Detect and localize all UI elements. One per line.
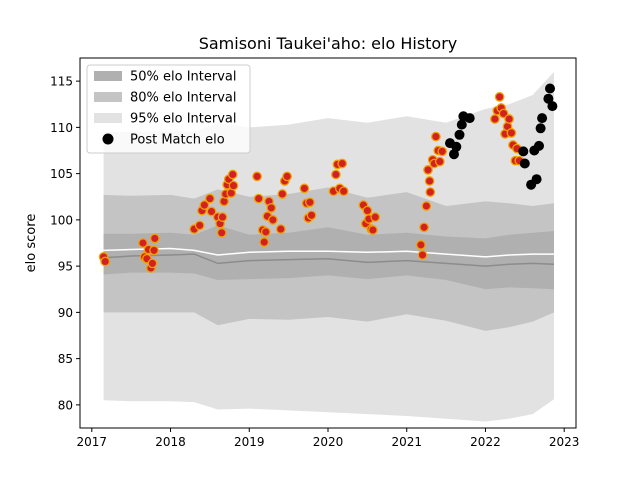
legend: 50% elo Interval 80% elo Interval 95% el…: [86, 64, 251, 154]
match-point: [338, 186, 349, 197]
x-tick-label: 2019: [234, 435, 265, 449]
match-point: [421, 201, 432, 211]
legend-swatch-95: [94, 113, 122, 123]
match-point: [227, 169, 238, 180]
match-point: [425, 187, 436, 197]
y-axis-label: elo score: [24, 214, 39, 273]
match-point: [138, 238, 148, 248]
band-50: [103, 225, 554, 290]
match-point: [217, 212, 228, 222]
match-point: [362, 205, 373, 216]
median-line: [103, 253, 555, 267]
match-point: [100, 256, 111, 267]
recent-match-point: [543, 93, 554, 104]
match-point: [268, 215, 278, 225]
y-tick-label: 105: [50, 167, 73, 181]
y-tick-label: 80: [58, 398, 73, 412]
match-point: [306, 210, 317, 221]
recent-match-point: [531, 174, 542, 185]
y-tick-label: 95: [58, 260, 73, 274]
x-axis: 2017 2018 2019 2020 2021 2022 2023: [77, 428, 580, 449]
match-point: [417, 250, 428, 260]
mean-line: [103, 247, 554, 258]
recent-match-point: [519, 158, 530, 169]
legend-label-point: Post Match elo: [130, 133, 225, 148]
recent-match-point: [456, 119, 467, 130]
x-tick-label: 2023: [549, 435, 580, 449]
recent-match-point: [454, 129, 465, 140]
recent-match-point: [518, 146, 529, 157]
recent-match-point: [535, 123, 546, 134]
match-point: [368, 225, 378, 235]
legend-label-95: 95% elo Interval: [130, 112, 237, 127]
match-point: [149, 233, 160, 244]
match-point: [424, 176, 435, 186]
legend-swatch-50: [94, 71, 122, 81]
match-point: [423, 165, 433, 175]
center-lines: [103, 247, 555, 267]
match-point: [149, 245, 159, 256]
match-point: [370, 212, 381, 222]
match-point: [277, 189, 288, 199]
chart-title: Samisoni Taukei'aho: elo History: [199, 34, 458, 53]
y-axis: 80 85 90 95 100 105 110 115: [50, 75, 80, 412]
y-tick-label: 85: [58, 352, 73, 366]
match-point: [253, 193, 264, 204]
match-point: [431, 131, 441, 142]
match-point: [504, 114, 514, 124]
match-point: [266, 203, 277, 213]
match-point: [259, 237, 270, 247]
y-tick-label: 90: [58, 306, 73, 320]
y-tick-label: 110: [50, 121, 73, 135]
match-point: [419, 222, 429, 233]
legend-marker-point: [102, 133, 114, 145]
match-point: [282, 171, 292, 182]
legend-label-50: 50% elo Interval: [130, 70, 237, 85]
match-point: [490, 114, 500, 124]
recent-match-point: [547, 101, 558, 112]
recent-match-point: [464, 113, 475, 124]
match-point: [199, 200, 210, 210]
match-point: [147, 258, 158, 269]
match-point: [331, 169, 341, 180]
match-point: [305, 197, 315, 208]
match-point: [205, 193, 215, 204]
y-tick-label: 100: [50, 213, 73, 227]
match-point: [206, 206, 217, 217]
match-point: [337, 158, 348, 169]
x-tick-label: 2017: [77, 435, 108, 449]
match-point: [260, 227, 271, 237]
match-point: [494, 92, 505, 102]
x-tick-label: 2021: [391, 435, 422, 449]
data-points: [98, 83, 558, 273]
match-point: [416, 240, 426, 250]
recent-match-point: [537, 113, 548, 124]
x-tick-label: 2022: [470, 435, 501, 449]
x-tick-label: 2020: [313, 435, 344, 449]
y-tick-label: 115: [50, 75, 73, 89]
match-point: [228, 180, 239, 191]
match-point: [194, 220, 205, 231]
recent-match-point: [534, 140, 544, 151]
recent-match-point: [545, 83, 555, 94]
match-point: [434, 156, 445, 167]
match-point: [275, 224, 286, 234]
match-point: [506, 128, 517, 138]
x-tick-label: 2018: [155, 435, 186, 449]
legend-box: [86, 64, 251, 154]
recent-match-point: [451, 141, 462, 152]
legend-swatch-80: [94, 92, 122, 102]
plot-area: [79, 57, 577, 429]
legend-label-80: 80% elo Interval: [130, 91, 237, 106]
match-point: [216, 227, 227, 238]
match-point: [437, 146, 448, 157]
match-point: [299, 183, 310, 194]
match-point: [252, 171, 262, 182]
